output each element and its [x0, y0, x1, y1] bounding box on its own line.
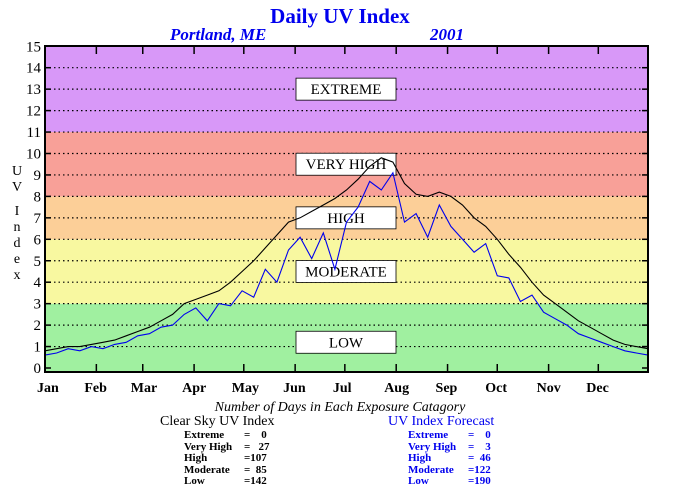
- forecast-counts: UV Index Forecast Extreme = 0 Very High = 3…: [388, 414, 508, 488]
- count-label: Extreme: [408, 429, 449, 441]
- count-row: Low =190: [408, 475, 508, 488]
- series-clear-sky-uv-index: [44, 157, 649, 352]
- count-row: High = 46: [408, 452, 508, 465]
- y-axis-label-letter: n: [13, 220, 21, 235]
- count-value: = 27: [244, 440, 270, 453]
- y-tick-label: 7: [34, 211, 42, 227]
- y-tick-label: 2: [34, 318, 42, 334]
- y-axis-label-letter: V: [11, 180, 23, 195]
- count-row: Extreme = 0: [408, 429, 508, 442]
- count-value: = 0: [468, 429, 491, 441]
- x-tick-label: Dec: [586, 381, 609, 396]
- forecast-title: UV Index Forecast: [388, 414, 495, 429]
- x-tick-label: Feb: [84, 381, 107, 396]
- y-tick-label: 4: [34, 275, 42, 291]
- x-tick-label: Oct: [485, 381, 507, 396]
- y-axis-label-letter: d: [13, 236, 21, 251]
- x-tick-label: Nov: [537, 381, 561, 396]
- band-label: HIGH: [327, 211, 365, 227]
- count-label: Low: [408, 475, 429, 487]
- count-label: High: [184, 452, 208, 464]
- series-uv-index-forecast: [44, 171, 649, 356]
- count-row: Very High = 3: [408, 440, 508, 454]
- count-row: Very High = 27: [184, 440, 284, 454]
- y-tick-label: 8: [34, 189, 42, 205]
- y-tick-label: 0: [34, 361, 42, 377]
- year-label: 2001: [430, 25, 464, 44]
- x-tick-label: Jul: [333, 381, 352, 396]
- band-label-box: [295, 152, 397, 176]
- count-label: Moderate: [184, 463, 230, 476]
- count-label: High: [408, 452, 432, 464]
- band-label: EXTREME: [311, 82, 382, 98]
- x-tick-label: May: [232, 381, 259, 396]
- count-row: Moderate =122: [408, 463, 508, 477]
- band-label-box: [295, 77, 397, 101]
- y-tick-label: 13: [26, 82, 41, 98]
- y-tick-label: 5: [34, 254, 42, 270]
- band-label: LOW: [329, 335, 364, 351]
- y-axis-label-letter: x: [13, 268, 21, 283]
- y-tick-label: 1: [34, 340, 42, 356]
- count-row: Extreme = 0: [184, 429, 284, 442]
- x-tick-label: Mar: [131, 381, 157, 396]
- count-value: = 46: [468, 452, 491, 464]
- x-tick-label: Apr: [182, 381, 206, 396]
- count-label: Extreme: [184, 429, 225, 441]
- location-label: Portland, ME: [170, 25, 267, 44]
- y-tick-label: 9: [34, 168, 42, 184]
- band-label-box: [295, 330, 397, 354]
- y-axis-label-letter: U: [11, 164, 23, 179]
- count-value: = 85: [244, 463, 267, 476]
- count-value: =190: [468, 475, 491, 487]
- band-label: VERY HIGH: [306, 157, 387, 173]
- x-tick-label: Sep: [436, 381, 458, 396]
- y-tick-label: 14: [26, 61, 42, 77]
- count-row: Low =142: [184, 475, 284, 488]
- counts-heading: Number of Days in Each Exposure Catagory: [214, 400, 466, 415]
- x-tick-label: Jun: [283, 381, 306, 396]
- y-tick-label: 12: [26, 104, 41, 120]
- clear-sky-counts: Clear Sky UV Index Extreme = 0 Very High = …: [160, 414, 284, 488]
- chart-title: Daily UV Index: [270, 4, 410, 28]
- count-row: Moderate = 85: [184, 463, 284, 477]
- y-axis-label-letter: e: [13, 252, 21, 267]
- count-label: Very High: [184, 440, 233, 453]
- band-label-box: [295, 206, 397, 230]
- count-label: Very High: [408, 440, 457, 453]
- count-value: = 3: [468, 440, 491, 453]
- band-label-box: [295, 260, 397, 283]
- y-tick-label: 3: [34, 297, 42, 313]
- count-label: Moderate: [408, 463, 454, 476]
- count-value: =107: [244, 452, 267, 464]
- y-tick-label: 15: [26, 39, 41, 55]
- band-label: MODERATE: [305, 264, 387, 280]
- count-row: High =107: [184, 452, 284, 465]
- y-axis-label-letter: I: [14, 204, 20, 219]
- y-tick-label: 6: [34, 232, 42, 248]
- count-value: =142: [244, 475, 267, 487]
- count-value: = 0: [244, 429, 267, 441]
- x-tick-label: Aug: [384, 381, 409, 396]
- y-tick-label: 10: [26, 147, 41, 163]
- x-tick-label: Jan: [37, 381, 59, 396]
- plot-frame: [44, 45, 649, 373]
- count-value: =122: [468, 463, 491, 476]
- clear-sky-title: Clear Sky UV Index: [160, 414, 275, 429]
- count-label: Low: [184, 475, 205, 487]
- y-tick-label: 11: [27, 125, 41, 141]
